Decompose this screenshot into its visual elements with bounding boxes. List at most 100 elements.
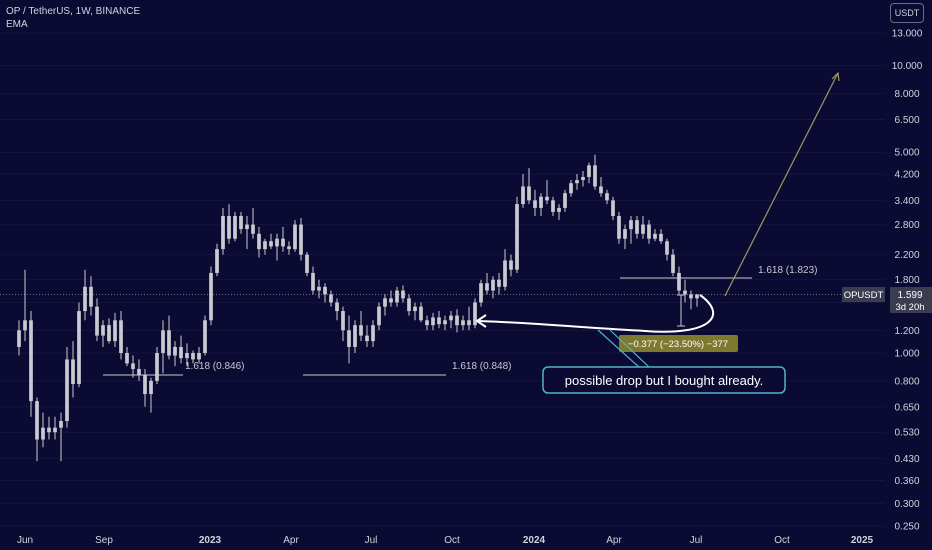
candle[interactable] (515, 196, 519, 273)
candle[interactable] (41, 412, 45, 448)
candle[interactable] (119, 311, 123, 360)
candle[interactable] (35, 397, 39, 462)
candle[interactable] (17, 320, 21, 356)
candle[interactable] (161, 320, 165, 374)
candle[interactable] (221, 207, 225, 255)
candle[interactable] (533, 189, 537, 216)
candle[interactable] (569, 180, 573, 197)
candle[interactable] (59, 412, 63, 462)
currency-button[interactable]: USDT (890, 3, 924, 23)
candle[interactable] (575, 173, 579, 190)
candle[interactable] (431, 312, 435, 331)
candle[interactable] (113, 312, 117, 347)
candle[interactable] (443, 315, 447, 331)
candle[interactable] (413, 302, 417, 321)
candle[interactable] (629, 215, 633, 244)
candle[interactable] (125, 346, 129, 367)
candle[interactable] (647, 220, 651, 244)
candle[interactable] (587, 162, 591, 184)
candle[interactable] (53, 416, 57, 440)
candle[interactable] (275, 233, 279, 261)
candle[interactable] (149, 377, 153, 413)
candle[interactable] (539, 193, 543, 216)
candle[interactable] (485, 272, 489, 295)
candle[interactable] (245, 215, 249, 250)
candle[interactable] (581, 171, 585, 187)
candle[interactable] (257, 226, 261, 258)
candle[interactable] (389, 290, 393, 307)
candle[interactable] (305, 251, 309, 277)
candle[interactable] (545, 180, 549, 205)
candle[interactable] (503, 249, 507, 291)
candle[interactable] (659, 229, 663, 244)
candle[interactable] (77, 302, 81, 388)
candle[interactable] (437, 311, 441, 329)
candle[interactable] (593, 154, 597, 190)
candle[interactable] (605, 189, 609, 205)
candle[interactable] (155, 346, 159, 385)
candle[interactable] (617, 211, 621, 244)
candle[interactable] (695, 294, 699, 307)
candle[interactable] (107, 318, 111, 344)
indicator-label[interactable]: EMA (6, 19, 28, 30)
candle[interactable] (599, 176, 603, 197)
candle[interactable] (551, 196, 555, 216)
candle[interactable] (71, 341, 75, 398)
candle[interactable] (377, 302, 381, 331)
candle[interactable] (359, 311, 363, 342)
candle[interactable] (341, 306, 345, 342)
candle[interactable] (509, 254, 513, 277)
curved-arrow[interactable] (477, 294, 715, 333)
candle[interactable] (263, 238, 267, 255)
candle[interactable] (101, 320, 105, 347)
candle[interactable] (299, 218, 303, 261)
candle[interactable] (461, 315, 465, 331)
candle[interactable] (209, 266, 213, 326)
candle[interactable] (197, 346, 201, 364)
candle[interactable] (47, 416, 51, 440)
candle[interactable] (191, 350, 195, 364)
candle[interactable] (137, 359, 141, 381)
candle[interactable] (167, 315, 171, 360)
candle[interactable] (683, 279, 687, 303)
candle[interactable] (335, 298, 339, 321)
candle[interactable] (293, 220, 297, 252)
candle[interactable] (83, 269, 87, 321)
candle[interactable] (455, 309, 459, 333)
measure-label-box[interactable] (619, 335, 738, 352)
candle[interactable] (383, 294, 387, 316)
callout-box[interactable] (542, 366, 786, 394)
candle[interactable] (317, 279, 321, 299)
candle[interactable] (23, 269, 27, 342)
candle[interactable] (401, 285, 405, 303)
candle[interactable] (215, 243, 219, 277)
candle[interactable] (635, 215, 639, 239)
candle[interactable] (665, 238, 669, 261)
candle[interactable] (269, 233, 273, 250)
candle[interactable] (449, 311, 453, 329)
candle[interactable] (239, 211, 243, 234)
candle[interactable] (623, 224, 627, 250)
candle[interactable] (131, 355, 135, 378)
candle[interactable] (641, 215, 645, 239)
candle[interactable] (395, 286, 399, 307)
up-arrow-line[interactable] (724, 72, 839, 297)
candle[interactable] (419, 302, 423, 323)
candle[interactable] (29, 311, 33, 417)
candle[interactable] (203, 315, 207, 356)
candle[interactable] (311, 266, 315, 295)
candle[interactable] (497, 272, 501, 295)
candle[interactable] (251, 207, 255, 239)
candle[interactable] (233, 211, 237, 242)
candle[interactable] (473, 298, 477, 329)
candle[interactable] (677, 266, 681, 295)
candle[interactable] (563, 189, 567, 212)
candle[interactable] (365, 325, 369, 347)
candle[interactable] (287, 241, 291, 255)
candle[interactable] (527, 168, 531, 205)
candle[interactable] (227, 204, 231, 244)
candle[interactable] (653, 229, 657, 242)
candle[interactable] (371, 320, 375, 347)
candle[interactable] (671, 249, 675, 277)
